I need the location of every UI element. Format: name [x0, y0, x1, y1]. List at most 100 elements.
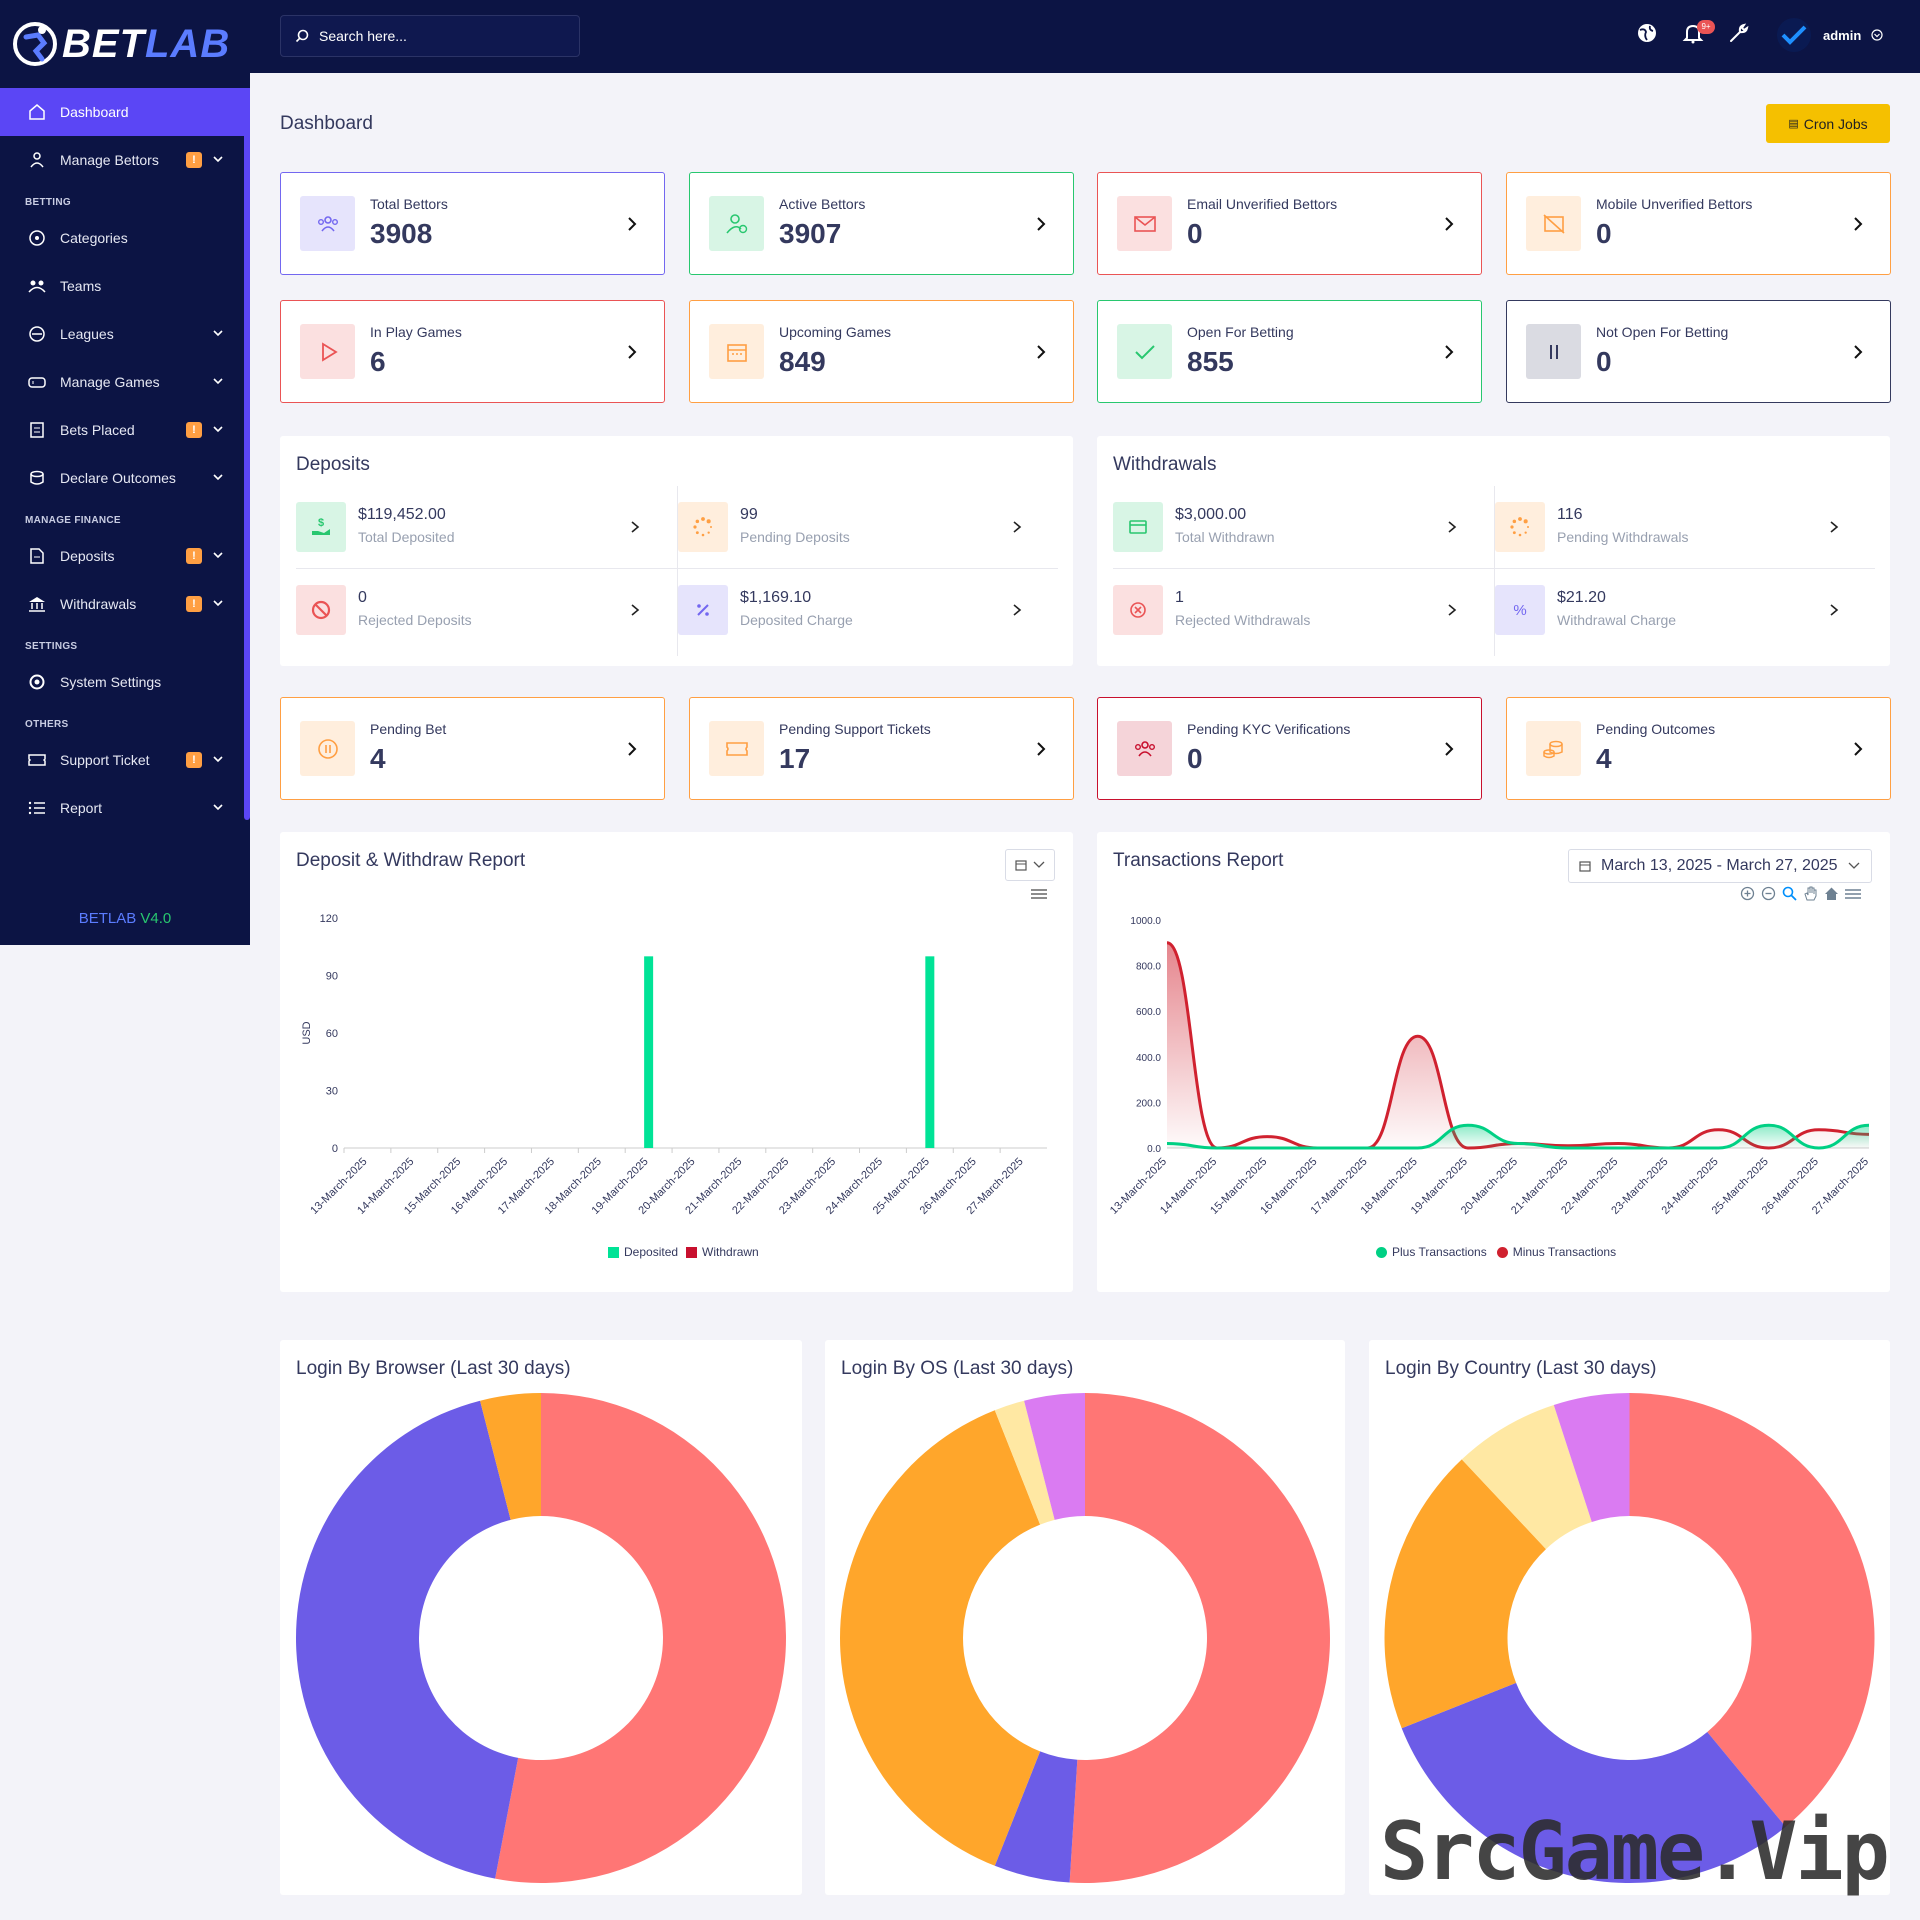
chevron-right-icon[interactable] — [630, 603, 640, 617]
chevron-right-icon[interactable] — [626, 741, 638, 757]
chevron-down-icon[interactable] — [212, 596, 224, 612]
stat-card-not-open-for-betting[interactable]: Not Open For Betting 0 — [1506, 300, 1891, 403]
reset-home-icon[interactable] — [1824, 886, 1839, 901]
chevron-right-icon[interactable] — [1852, 741, 1864, 757]
stat-card-mobile-unverified-bettors[interactable]: Mobile Unverified Bettors 0 — [1506, 172, 1891, 275]
cron-jobs-button[interactable]: ▤ Cron Jobs — [1766, 104, 1890, 143]
sidebar-scrollbar[interactable] — [244, 88, 250, 820]
withdrawals-stat-rejected-withdrawals[interactable]: 1 Rejected Withdrawals — [1097, 569, 1479, 651]
chevron-right-icon[interactable] — [1035, 216, 1047, 232]
chevron-right-icon[interactable] — [1829, 520, 1839, 534]
sidebar-item-dashboard[interactable]: Dashboard — [0, 88, 250, 136]
stat-card-active-bettors[interactable]: Active Bettors 3907 — [689, 172, 1074, 275]
sidebar-item-support-ticket[interactable]: Support Ticket! — [0, 736, 250, 784]
donut-slice[interactable] — [1024, 1393, 1085, 1520]
chevron-down-icon[interactable] — [212, 470, 224, 486]
stat-card-total-bettors[interactable]: Total Bettors 3908 — [280, 172, 665, 275]
brand-logo[interactable]: BETLAB — [0, 0, 250, 88]
donut-slice[interactable] — [840, 1410, 1041, 1866]
chart-menu-icon[interactable] — [1845, 886, 1861, 901]
sidebar-item-withdrawals[interactable]: Withdrawals! — [0, 580, 250, 628]
sidebar-item-system-settings[interactable]: System Settings — [0, 658, 250, 706]
stat-card-open-for-betting[interactable]: Open For Betting 855 — [1097, 300, 1482, 403]
bar-deposited[interactable] — [644, 956, 654, 1148]
sidebar-item-teams[interactable]: Teams — [0, 262, 250, 310]
sidebar-item-leagues[interactable]: Leagues — [0, 310, 250, 358]
chevron-down-icon[interactable] — [212, 548, 224, 564]
sidebar-item-report[interactable]: Report — [0, 784, 250, 832]
report-date-picker-button[interactable] — [1005, 849, 1055, 881]
donut-slice[interactable] — [495, 1393, 786, 1883]
stat-card-email-unverified-bettors[interactable]: Email Unverified Bettors 0 — [1097, 172, 1482, 275]
donut-slice[interactable] — [994, 1751, 1078, 1883]
chevron-right-icon[interactable] — [630, 520, 640, 534]
chevron-right-icon[interactable] — [1443, 344, 1455, 360]
sidebar-item-manage-games[interactable]: Manage Games — [0, 358, 250, 406]
sidebar-item-manage-bettors[interactable]: Manage Bettors! — [0, 136, 250, 184]
chevron-down-icon[interactable] — [212, 374, 224, 390]
stat-card-pending-outcomes[interactable]: Pending Outcomes 4 — [1506, 697, 1891, 800]
legend-label[interactable]: Minus Transactions — [1512, 1245, 1617, 1259]
stat-card-in-play-games[interactable]: In Play Games 6 — [280, 300, 665, 403]
legend-label[interactable]: Deposited — [624, 1245, 679, 1259]
bar-deposited[interactable] — [925, 956, 935, 1148]
legend-label[interactable]: Plus Transactions — [1392, 1245, 1487, 1259]
chevron-right-icon[interactable] — [1035, 741, 1047, 757]
donut-slice[interactable] — [1461, 1404, 1592, 1550]
withdrawals-stat-withdrawal-charge[interactable]: % $21.20 Withdrawal Charge — [1479, 569, 1861, 651]
sidebar-item-deposits[interactable]: Deposits! — [0, 532, 250, 580]
chevron-right-icon[interactable] — [1829, 603, 1839, 617]
chevron-down-icon[interactable] — [212, 800, 224, 816]
withdrawals-stat-pending-withdrawals[interactable]: 116 Pending Withdrawals — [1479, 486, 1861, 568]
date-range-picker[interactable]: March 13, 2025 - March 27, 2025 — [1568, 849, 1872, 883]
chevron-right-icon[interactable] — [1443, 216, 1455, 232]
series-line-minus-transactions[interactable] — [1166, 941, 1870, 1150]
deposits-stat-pending-deposits[interactable]: 99 Pending Deposits — [662, 486, 1044, 568]
deposits-stat-deposited-charge[interactable]: $1,169.10 Deposited Charge — [662, 569, 1044, 651]
chevron-right-icon[interactable] — [1012, 520, 1022, 534]
chevron-right-icon[interactable] — [1012, 603, 1022, 617]
chevron-down-icon[interactable] — [212, 152, 224, 168]
stat-card-pending-support-tickets[interactable]: Pending Support Tickets 17 — [689, 697, 1074, 800]
zoom-in-icon[interactable] — [1740, 886, 1755, 901]
chevron-right-icon[interactable] — [626, 344, 638, 360]
stat-card-upcoming-games[interactable]: Upcoming Games 849 — [689, 300, 1074, 403]
withdrawals-stat-total-withdrawn[interactable]: $3,000.00 Total Withdrawn — [1097, 486, 1479, 568]
wrench-icon[interactable] — [1728, 22, 1750, 44]
donut-slice[interactable] — [296, 1400, 519, 1879]
series-line-plus-transactions[interactable] — [1166, 1123, 1870, 1150]
chevron-right-icon[interactable] — [1035, 344, 1047, 360]
chevron-down-icon[interactable] — [212, 422, 224, 438]
chevron-down-icon[interactable] — [212, 752, 224, 768]
deposits-stat-rejected-deposits[interactable]: 0 Rejected Deposits — [280, 569, 662, 651]
search-box[interactable] — [280, 15, 580, 57]
stat-card-pending-kyc-verifications[interactable]: Pending KYC Verifications 0 — [1097, 697, 1482, 800]
chevron-right-icon[interactable] — [1443, 741, 1455, 757]
chevron-right-icon[interactable] — [1447, 603, 1457, 617]
chevron-right-icon[interactable] — [1852, 216, 1864, 232]
donut-slice[interactable] — [1384, 1459, 1546, 1729]
donut-slice[interactable] — [1553, 1393, 1630, 1522]
chevron-down-icon[interactable] — [212, 326, 224, 342]
donut-slice[interactable] — [1629, 1393, 1875, 1827]
chart-menu-icon[interactable] — [1031, 888, 1047, 900]
donut-slice[interactable] — [994, 1400, 1055, 1525]
globe-icon[interactable] — [1636, 22, 1658, 44]
legend-label[interactable]: Withdrawn — [702, 1245, 759, 1259]
chevron-right-icon[interactable] — [1852, 344, 1864, 360]
stat-card-pending-bet[interactable]: Pending Bet 4 — [280, 697, 665, 800]
sidebar-item-bets-placed[interactable]: Bets Placed! — [0, 406, 250, 454]
pan-hand-icon[interactable] — [1803, 886, 1818, 901]
donut-slice[interactable] — [480, 1393, 541, 1520]
sidebar-item-declare-outcomes[interactable]: Declare Outcomes — [0, 454, 250, 502]
donut-slice[interactable] — [1401, 1682, 1786, 1883]
deposits-stat-total-deposited[interactable]: $ $119,452.00 Total Deposited — [280, 486, 662, 568]
donut-slice[interactable] — [1069, 1393, 1331, 1883]
chevron-right-icon[interactable] — [1447, 520, 1457, 534]
zoom-out-icon[interactable] — [1761, 886, 1776, 901]
user-menu[interactable]: admin — [1777, 18, 1883, 52]
search-input[interactable] — [319, 28, 559, 44]
sidebar-item-categories[interactable]: Categories — [0, 214, 250, 262]
magnifier-icon[interactable] — [1782, 886, 1797, 901]
chevron-right-icon[interactable] — [626, 216, 638, 232]
